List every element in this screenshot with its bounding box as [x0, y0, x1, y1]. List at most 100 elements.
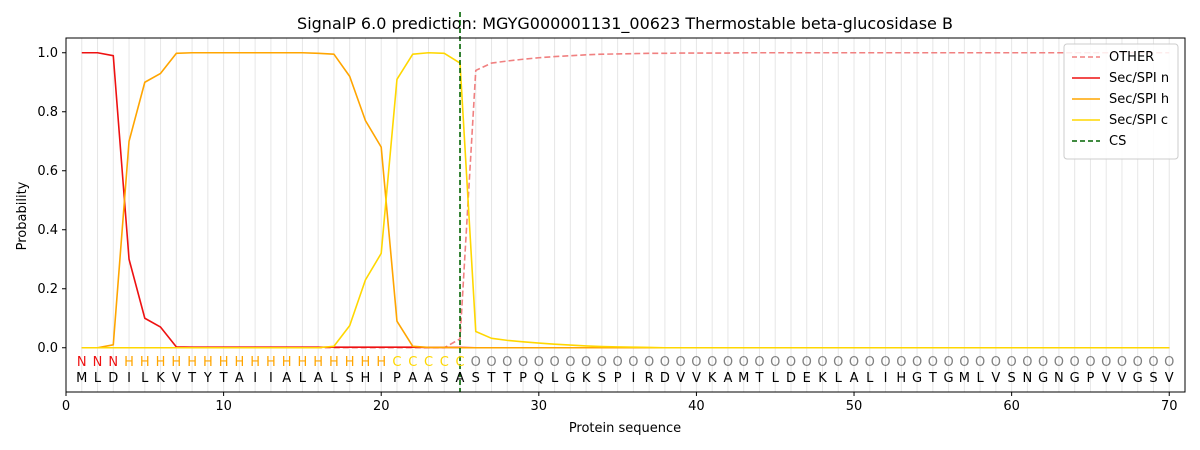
region-label: H — [313, 355, 323, 370]
series-line-other — [81, 51, 1170, 349]
region-label: O — [786, 355, 796, 370]
region-label: C — [424, 355, 433, 370]
residue-letter: V — [172, 371, 181, 386]
residue-letter: Q — [534, 371, 544, 386]
residue-letter: I — [127, 371, 131, 386]
region-label: O — [1070, 355, 1080, 370]
residue-letter: T — [487, 371, 496, 386]
region-label: O — [1085, 355, 1095, 370]
region-label: C — [392, 355, 401, 370]
region-label: O — [628, 355, 638, 370]
legend-label: CS — [1109, 134, 1126, 149]
residue-letter: S — [1008, 371, 1016, 386]
region-label: H — [171, 355, 181, 370]
residue-letter: G — [944, 371, 954, 386]
residue-letter: I — [269, 371, 273, 386]
region-label: O — [486, 355, 496, 370]
residue-letter: D — [108, 371, 118, 386]
region-label: H — [266, 355, 276, 370]
residue-letter: L — [976, 371, 984, 386]
residue-letter: N — [1054, 371, 1064, 386]
residue-letter: A — [235, 371, 244, 386]
residue-letter: K — [582, 371, 591, 386]
region-label: H — [156, 355, 166, 370]
region-label: H — [345, 355, 355, 370]
region-label: O — [581, 355, 591, 370]
residue-letter: A — [424, 371, 433, 386]
residue-letter: G — [1070, 371, 1080, 386]
region-label: H — [361, 355, 371, 370]
region-label: H — [329, 355, 339, 370]
residue-letter: A — [723, 371, 732, 386]
region-label: O — [518, 355, 528, 370]
residue-letter: S — [440, 371, 448, 386]
region-label: O — [644, 355, 654, 370]
x-tick-label: 70 — [1161, 399, 1178, 414]
legend-label: Sec/SPI n — [1109, 71, 1169, 86]
y-tick-label: 0.6 — [37, 164, 58, 179]
residue-letter: Y — [203, 371, 212, 386]
residue-letter: L — [141, 371, 149, 386]
x-tick-label: 30 — [531, 399, 548, 414]
region-label: O — [943, 355, 953, 370]
region-label: O — [912, 355, 922, 370]
residue-letter: T — [928, 371, 937, 386]
region-label: O — [959, 355, 969, 370]
region-label: H — [124, 355, 134, 370]
residue-letter: V — [676, 371, 685, 386]
x-tick-label: 60 — [1003, 399, 1020, 414]
residue-letter: T — [187, 371, 196, 386]
x-tick-label: 0 — [62, 399, 70, 414]
region-label: H — [376, 355, 386, 370]
region-label: O — [691, 355, 701, 370]
region-label: O — [1101, 355, 1111, 370]
region-label: N — [108, 355, 118, 370]
region-label: H — [187, 355, 197, 370]
series-line-sec-spi-h — [81, 51, 1170, 349]
region-label: O — [1148, 355, 1158, 370]
chart-title: SignalP 6.0 prediction: MGYG000001131_00… — [297, 14, 953, 34]
y-tick-label: 0.0 — [37, 341, 58, 356]
residue-letter: A — [850, 371, 859, 386]
residue-letter: V — [1102, 371, 1111, 386]
residue-letter: L — [299, 371, 307, 386]
region-label: O — [1022, 355, 1032, 370]
region-label: O — [660, 355, 670, 370]
residue-letter: H — [361, 371, 371, 386]
residue-letter: V — [991, 371, 1000, 386]
residue-letter: N — [1023, 371, 1033, 386]
residue-letter: K — [156, 371, 165, 386]
legend: OTHER Sec/SPI n Sec/SPI h Sec/SPI c CS — [1063, 43, 1179, 160]
region-label: O — [1007, 355, 1017, 370]
region-label: O — [849, 355, 859, 370]
residue-letter: T — [754, 371, 763, 386]
region-label: O — [928, 355, 938, 370]
region-label: O — [1117, 355, 1127, 370]
region-label: O — [1164, 355, 1174, 370]
y-axis-label: Probability — [15, 181, 30, 250]
residue-letter: I — [631, 371, 635, 386]
residue-letter: P — [519, 371, 527, 386]
residue-letter: L — [551, 371, 559, 386]
region-label: H — [250, 355, 260, 370]
residue-letter: T — [502, 371, 511, 386]
residue-letter: L — [772, 371, 780, 386]
region-label: H — [219, 355, 229, 370]
residue-letter: I — [379, 371, 383, 386]
region-label: O — [707, 355, 717, 370]
region-label: O — [549, 355, 559, 370]
region-label: C — [455, 355, 464, 370]
residue-letter: G — [912, 371, 922, 386]
residue-letter: I — [884, 371, 888, 386]
residue-letter: S — [1149, 371, 1157, 386]
residue-letter: V — [692, 371, 701, 386]
legend-box — [1063, 43, 1179, 160]
region-label: N — [93, 355, 103, 370]
plot-area: NMNLNDHIHLHKHVHTHYHTHAHIHIHAHLHAHLHSHHHI… — [37, 12, 1186, 414]
legend-label: Sec/SPI h — [1109, 92, 1169, 107]
residue-letter: D — [786, 371, 796, 386]
region-label: O — [833, 355, 843, 370]
residue-letter: A — [314, 371, 323, 386]
region-label: O — [676, 355, 686, 370]
residue-letter: L — [835, 371, 843, 386]
